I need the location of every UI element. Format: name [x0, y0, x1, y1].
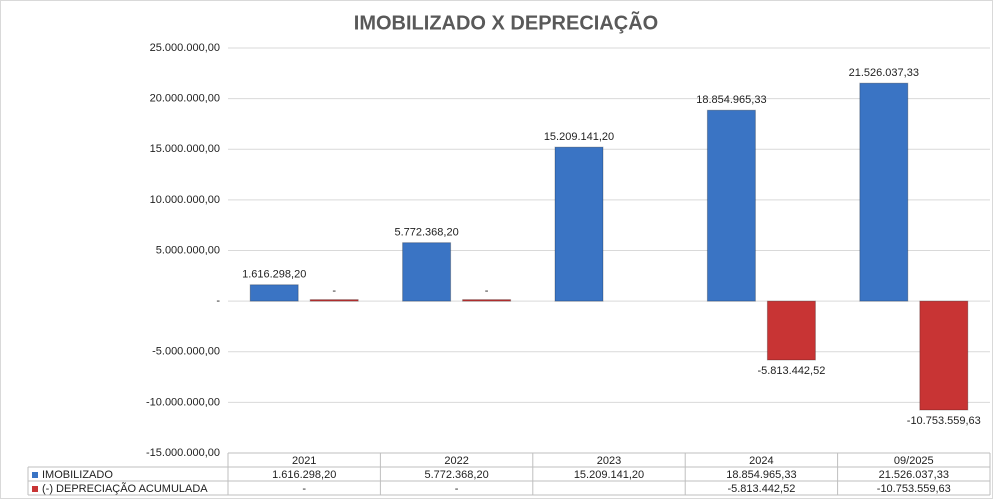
x-tick-label: 2022: [444, 455, 468, 467]
table-cell: -: [455, 483, 459, 495]
table-cell: 1.616.298,20: [272, 469, 336, 481]
y-tick-label: -: [216, 295, 220, 307]
bar: [919, 300, 969, 411]
bar: [706, 109, 756, 302]
y-tick-label: -10.000.000,00: [146, 396, 220, 408]
y-tick-label: 25.000.000,00: [150, 42, 220, 54]
bar: [402, 242, 452, 302]
legend-key: [32, 486, 38, 492]
bar: [766, 300, 816, 361]
table-cell: -10.753.559,63: [877, 483, 951, 495]
data-label: -: [485, 285, 489, 297]
x-tick-label: 2023: [597, 455, 621, 467]
table-cell: -5.813.442,52: [727, 483, 795, 495]
data-label: 1.616.298,20: [242, 269, 306, 281]
y-tick-label: -15.000.000,00: [146, 447, 220, 459]
bar: [462, 299, 512, 302]
table-cell: 5.772.368,20: [424, 469, 488, 481]
y-tick-label: 20.000.000,00: [150, 93, 220, 105]
data-label: 21.526.037,33: [849, 67, 919, 79]
legend-key: [32, 472, 38, 478]
y-tick-label: 5.000.000,00: [156, 244, 220, 256]
legend-label: IMOBILIZADO: [42, 469, 113, 481]
data-label: -: [332, 285, 336, 297]
bar: [554, 146, 604, 302]
bar: [309, 299, 359, 302]
y-tick-label: 15.000.000,00: [150, 143, 220, 155]
table-cell: 21.526.037,33: [879, 469, 949, 481]
table-cell: 18.854.965,33: [726, 469, 796, 481]
x-tick-label: 09/2025: [894, 455, 934, 467]
data-label: 18.854.965,33: [696, 94, 766, 106]
legend-label: (-) DEPRECIAÇÃO ACUMULADA: [42, 482, 208, 495]
data-label: -5.813.442,52: [757, 365, 825, 377]
table-cell: 15.209.141,20: [574, 469, 644, 481]
chart-title: IMOBILIZADO X DEPRECIAÇÃO: [354, 11, 658, 34]
data-label: -10.753.559,63: [907, 415, 981, 427]
y-tick-label: -5.000.000,00: [152, 346, 220, 358]
table-cell: -: [302, 483, 306, 495]
bar: [249, 284, 299, 302]
x-tick-label: 2021: [292, 455, 316, 467]
y-tick-label: 10.000.000,00: [150, 194, 220, 206]
x-tick-label: 2024: [749, 455, 773, 467]
data-label: 15.209.141,20: [544, 131, 614, 143]
data-label: 5.772.368,20: [394, 227, 458, 239]
bar: [859, 82, 909, 302]
